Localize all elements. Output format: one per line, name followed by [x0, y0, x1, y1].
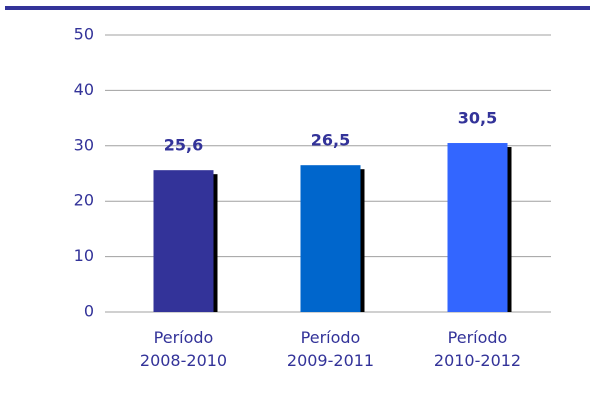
x-tick-label-line: 2008-2010	[140, 351, 227, 370]
x-tick-label: Período 2010-2012	[434, 328, 521, 370]
bar	[300, 165, 361, 312]
x-tick-label-line: 2009-2011	[287, 351, 374, 370]
bar	[447, 143, 508, 312]
x-tick-label-line: 2010-2012	[434, 351, 521, 370]
x-tick-label-line: Período	[448, 328, 508, 347]
y-tick-label: 20	[74, 191, 94, 210]
y-tick-label: 10	[74, 246, 94, 265]
x-tick-label: Período 2009-2011	[287, 328, 374, 370]
y-tick-label: 30	[74, 135, 94, 154]
value-label: 25,6	[164, 136, 203, 155]
x-tick-label-line: Período	[154, 328, 214, 347]
value-label: 30,5	[458, 109, 497, 128]
y-tick-label: 40	[74, 80, 94, 99]
y-tick-label: 0	[84, 302, 94, 321]
y-tick-label: 50	[74, 25, 94, 44]
value-label: 26,5	[311, 131, 350, 150]
x-tick-label-line: Período	[301, 328, 361, 347]
top-rule	[5, 6, 590, 10]
bar	[153, 170, 214, 312]
x-tick-label: Período 2008-2010	[140, 328, 227, 370]
